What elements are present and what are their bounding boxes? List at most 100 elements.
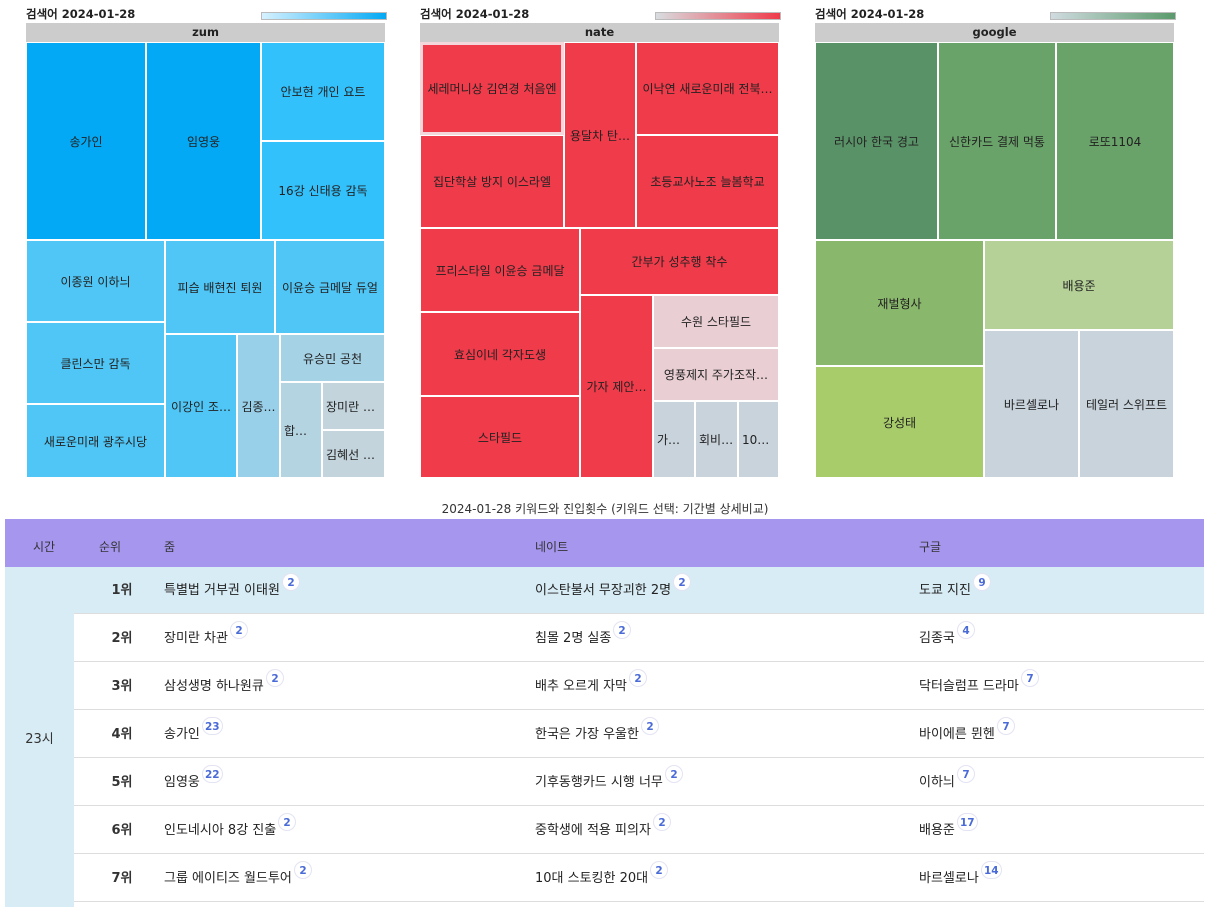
- treemap-tile[interactable]: 로또1104: [1056, 42, 1174, 240]
- treemap-tile-label: 피습 배현진 퇴원: [177, 280, 263, 295]
- treemap-tile[interactable]: 강성태: [815, 366, 984, 478]
- treemap-tile-label: 간부가 성추행 착수: [631, 255, 728, 269]
- treemap-tile[interactable]: 이낙연 새로운미래 전북…: [636, 42, 779, 135]
- treemap-tile[interactable]: 재벌형사: [815, 240, 984, 366]
- treemap-tile[interactable]: 용달차 탄…: [564, 42, 636, 228]
- treemap-tile[interactable]: 배용준: [984, 240, 1174, 330]
- treemap-tile[interactable]: 안보현 개인 요트: [261, 42, 385, 141]
- nate-keyword[interactable]: 기후동행카드 시행 너무: [535, 775, 663, 790]
- google-keyword[interactable]: 이하늬: [919, 775, 955, 790]
- nate-count-badge: 2: [653, 813, 671, 831]
- treemap-tile-label: 세레머니상 김연경 처음엔: [427, 82, 557, 96]
- treemap-tile[interactable]: 바르셀로나: [984, 330, 1079, 478]
- treemap-tile[interactable]: 합참…: [280, 382, 322, 478]
- treemap-tile[interactable]: 클린스만 감독: [26, 322, 165, 404]
- treemap-header[interactable]: google: [815, 23, 1174, 42]
- nate-keyword[interactable]: 10대 스토킹한 20대: [535, 871, 649, 886]
- treemap-tile-label: 러시아 한국 경고: [834, 134, 919, 149]
- zum-keyword[interactable]: 인도네시아 8강 진출: [164, 823, 277, 838]
- zum-keyword[interactable]: 특별법 거부권 이태원: [164, 583, 280, 598]
- time-cell: 23시: [5, 567, 74, 907]
- treemap-tile[interactable]: 수원 스타필드: [653, 295, 779, 348]
- treemap-tile[interactable]: 초등교사노조 늘봄학교: [636, 135, 779, 228]
- treemap-tile-label: 바르셀로나: [1003, 397, 1060, 412]
- nate-keyword[interactable]: 이스탄불서 무장괴한 2명: [535, 583, 672, 598]
- treemap-tile-label: 배용준: [1062, 278, 1096, 293]
- color-legend: [261, 12, 387, 20]
- nate-keyword[interactable]: 배추 오르게 자막: [535, 679, 627, 694]
- table-row: 3위 삼성생명 하나원큐 2 배추 오르게 자막 2 닥터슬럼프 드라마 7: [74, 663, 1204, 710]
- treemap-tile-label: 영풍제지 주가조작…: [663, 368, 769, 382]
- treemap-tile[interactable]: 이종원 이하늬: [26, 240, 165, 322]
- google-keyword[interactable]: 김종국: [919, 631, 955, 646]
- treemap-header[interactable]: nate: [420, 23, 779, 42]
- google-keyword[interactable]: 배용준: [919, 823, 955, 838]
- rank-cell: 2위: [111, 631, 133, 646]
- nate-count-badge: 2: [613, 621, 631, 639]
- treemap-tile[interactable]: 피습 배현진 퇴원: [165, 240, 275, 334]
- google-count-badge: 14: [981, 861, 1002, 879]
- treemap-tile[interactable]: 김혜선 산…: [322, 430, 385, 478]
- treemap-tile-label: 송가인: [69, 134, 103, 149]
- treemap-tile[interactable]: 신한카드 결제 먹통: [938, 42, 1056, 240]
- zum-keyword[interactable]: 송가인: [164, 727, 200, 742]
- treemap-tile[interactable]: 송가인: [26, 42, 146, 240]
- treemap-tile[interactable]: 간부가 성추행 착수: [580, 228, 779, 295]
- nate-keyword[interactable]: 한국은 가장 우울한: [535, 727, 639, 742]
- treemap-tile[interactable]: 이윤승 금메달 듀얼: [275, 240, 385, 334]
- treemap-header[interactable]: zum: [26, 23, 385, 42]
- treemap-tile-label: 클린스만 감독: [60, 356, 131, 371]
- google-keyword[interactable]: 닥터슬럼프 드라마: [919, 679, 1019, 694]
- google-count-badge: 7: [957, 765, 975, 783]
- treemap-tile-label: 로또1104: [1088, 134, 1142, 149]
- zum-keyword[interactable]: 임영웅: [164, 775, 200, 790]
- treemap-tile[interactable]: 100…: [738, 401, 779, 478]
- google-count-badge: 7: [1021, 669, 1039, 687]
- table-row: 2위 장미란 차관 2 침몰 2명 실종 2 김종국 4: [74, 615, 1204, 662]
- treemap-tile[interactable]: 러시아 한국 경고: [815, 42, 938, 240]
- zum-keyword[interactable]: 장미란 차관: [164, 631, 228, 646]
- color-legend: [655, 12, 781, 20]
- treemap-tile-label: 가자 제안…: [586, 380, 647, 394]
- google-keyword[interactable]: 바이에른 뮌헨: [919, 727, 995, 742]
- treemap-tile[interactable]: 가자 제안…: [580, 295, 653, 478]
- nate-count-badge: 2: [641, 717, 659, 735]
- treemap-tile[interactable]: 효심이네 각자도생: [420, 312, 580, 396]
- treemap-tile-label: 합참…: [284, 423, 319, 438]
- treemap-tile[interactable]: 새로운미래 광주시당: [26, 404, 165, 478]
- zum-count-badge: 2: [294, 861, 312, 879]
- treemap-tile[interactable]: 프리스타일 이윤승 금메달: [420, 228, 580, 312]
- treemap-tile-label: 김종…: [241, 399, 276, 414]
- treemap-tile[interactable]: 장미란 차…: [322, 382, 385, 430]
- treemap-tile[interactable]: 테일러 스위프트: [1079, 330, 1174, 478]
- treemap-tile[interactable]: 김종…: [237, 334, 280, 478]
- table-row: 7위 그룹 에이티즈 월드투어 2 10대 스토킹한 20대 2 바르셀로나 14: [74, 855, 1204, 902]
- zum-count-badge: 23: [202, 717, 223, 735]
- treemap-tile[interactable]: 세레머니상 김연경 처음엔: [420, 42, 564, 135]
- zum-keyword[interactable]: 삼성생명 하나원큐: [164, 679, 264, 694]
- treemap-tile-label: 수원 스타필드: [680, 315, 752, 329]
- treemap-tile[interactable]: 회비 l…: [695, 401, 738, 478]
- treemap-tile[interactable]: 유승민 공천: [280, 334, 385, 382]
- treemap-tile-label: 이종원 이하늬: [60, 274, 131, 289]
- nate-keyword[interactable]: 침몰 2명 실종: [535, 631, 612, 646]
- google-keyword[interactable]: 도쿄 지진: [919, 583, 971, 598]
- treemap-tile-label: 유승민 공천: [302, 351, 362, 366]
- google-keyword[interactable]: 바르셀로나: [919, 871, 979, 886]
- treemap-tile[interactable]: 임영웅: [146, 42, 261, 240]
- nate-keyword[interactable]: 중학생에 적용 피의자: [535, 823, 651, 838]
- treemap-tile[interactable]: 스타필드: [420, 396, 580, 478]
- zum-keyword[interactable]: 그룹 에이티즈 월드투어: [164, 871, 292, 886]
- nate-count-badge: 2: [629, 669, 647, 687]
- treemap-tile[interactable]: 16강 신태용 감독: [261, 141, 385, 240]
- treemap-tile-label: 이윤승 금메달 듀얼: [282, 280, 378, 295]
- treemap-tile[interactable]: 영풍제지 주가조작…: [653, 348, 779, 401]
- treemap-tile[interactable]: 이강인 조…: [165, 334, 237, 478]
- treemap-tile[interactable]: 가난…: [653, 401, 695, 478]
- treemap-tile[interactable]: 집단학살 방지 이스라엘: [420, 135, 564, 228]
- treemap-tile-label: 프리스타일 이윤승 금메달: [435, 263, 565, 278]
- table-row: 1위 특별법 거부권 이태원 2 이스탄불서 무장괴한 2명 2 도쿄 지진 9: [74, 567, 1204, 614]
- treemap-tile-label: 김혜선 산…: [326, 447, 384, 462]
- treemap-tile-label: 집단학살 방지 이스라엘: [432, 175, 552, 189]
- treemap-tile-label: 안보현 개인 요트: [280, 85, 366, 99]
